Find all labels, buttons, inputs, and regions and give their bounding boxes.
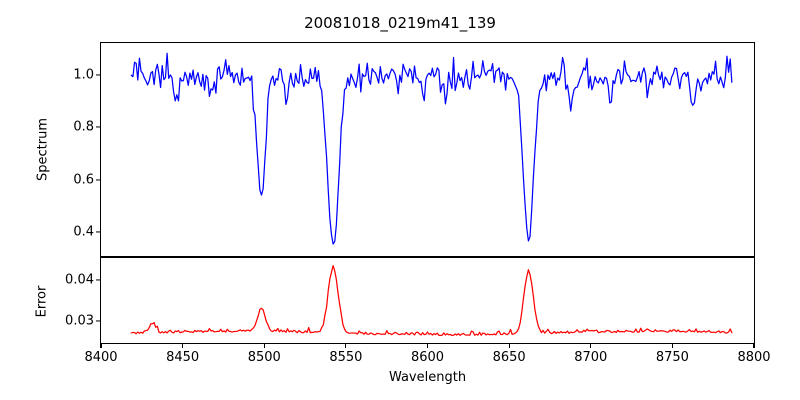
error-y-axis-label: Error xyxy=(34,285,50,318)
x-tick-mark xyxy=(671,344,673,348)
error-trace xyxy=(130,265,733,337)
x-tick-mark xyxy=(753,344,755,348)
spectrum-y-tick-label: 0.6 xyxy=(73,172,94,188)
x-tick-mark xyxy=(182,344,184,348)
x-tick-mark xyxy=(508,344,510,348)
error-y-tick-mark xyxy=(96,320,100,322)
x-tick-label: 8600 xyxy=(410,350,445,365)
x-axis-label: Wavelength xyxy=(388,370,467,385)
x-tick-mark xyxy=(426,344,429,348)
x-tick-mark xyxy=(345,344,347,348)
error-panel xyxy=(100,257,755,344)
x-tick-mark xyxy=(100,344,102,348)
x-tick-label: 8750 xyxy=(655,350,689,365)
error-y-tick-label: 0.03 xyxy=(65,313,94,329)
x-tick-label: 8800 xyxy=(737,350,771,365)
x-tick-label: 8700 xyxy=(574,350,608,365)
spectrum-y-tick-mark xyxy=(96,231,100,233)
spectrum-y-tick-mark xyxy=(96,179,100,181)
x-tick-label: 8500 xyxy=(247,350,281,365)
x-tick-mark xyxy=(590,344,592,348)
spectrum-y-tick-label: 1.0 xyxy=(73,67,94,83)
error-plot-area xyxy=(130,265,733,337)
spectrum-panel xyxy=(100,42,755,257)
spectrum-y-tick-label: 0.4 xyxy=(73,224,94,240)
x-tick-label: 8400 xyxy=(84,350,118,365)
spectrum-y-tick-mark xyxy=(96,74,100,76)
x-tick-label: 8550 xyxy=(329,350,363,365)
x-tick-mark xyxy=(263,344,265,348)
x-tick-label: 8450 xyxy=(166,350,200,365)
error-y-tick-label: 0.04 xyxy=(65,272,94,288)
figure-title: 20081018_0219m41_139 xyxy=(304,14,496,32)
spectrum-y-axis-label: Spectrum xyxy=(35,118,51,181)
error-y-tick-mark xyxy=(96,279,100,281)
x-tick-label: 8650 xyxy=(492,350,526,365)
spectrum-y-tick-mark xyxy=(96,126,100,128)
spectrum-y-tick-label: 0.8 xyxy=(73,119,94,135)
spectrum-plot-area xyxy=(130,52,733,245)
spectrum-trace xyxy=(130,52,733,245)
